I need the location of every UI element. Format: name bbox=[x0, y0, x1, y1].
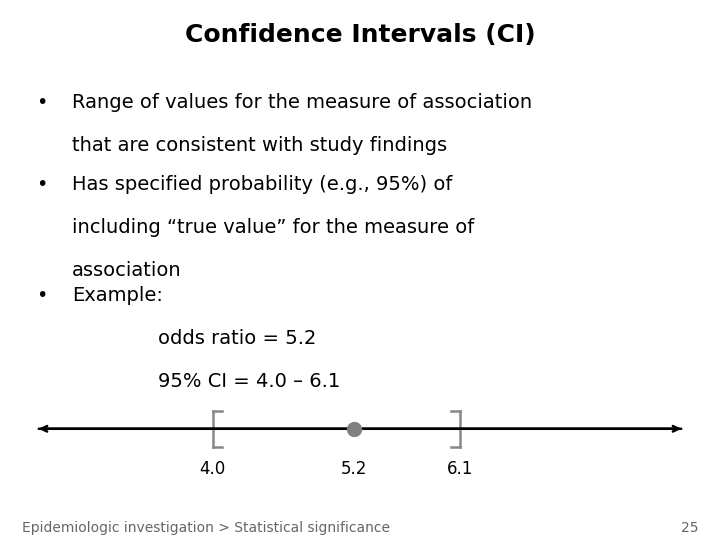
Text: 6.1: 6.1 bbox=[447, 460, 473, 478]
Text: •: • bbox=[36, 93, 48, 112]
Text: that are consistent with study findings: that are consistent with study findings bbox=[72, 136, 447, 155]
Text: Epidemiologic investigation > Statistical significance: Epidemiologic investigation > Statistica… bbox=[22, 521, 390, 535]
Text: 25: 25 bbox=[681, 521, 698, 535]
Text: Example:: Example: bbox=[72, 286, 163, 305]
Text: Has specified probability (e.g., 95%) of: Has specified probability (e.g., 95%) of bbox=[72, 175, 452, 194]
Text: association: association bbox=[72, 261, 181, 280]
Text: 5.2: 5.2 bbox=[341, 460, 367, 478]
Text: •: • bbox=[36, 175, 48, 194]
Text: Range of values for the measure of association: Range of values for the measure of assoc… bbox=[72, 93, 532, 112]
Text: •: • bbox=[36, 286, 48, 305]
Text: 4.0: 4.0 bbox=[199, 460, 226, 478]
Text: Confidence Intervals (CI): Confidence Intervals (CI) bbox=[185, 23, 535, 47]
Text: 95% CI = 4.0 – 6.1: 95% CI = 4.0 – 6.1 bbox=[158, 372, 341, 391]
Text: including “true value” for the measure of: including “true value” for the measure o… bbox=[72, 218, 474, 237]
Text: odds ratio = 5.2: odds ratio = 5.2 bbox=[158, 329, 317, 348]
